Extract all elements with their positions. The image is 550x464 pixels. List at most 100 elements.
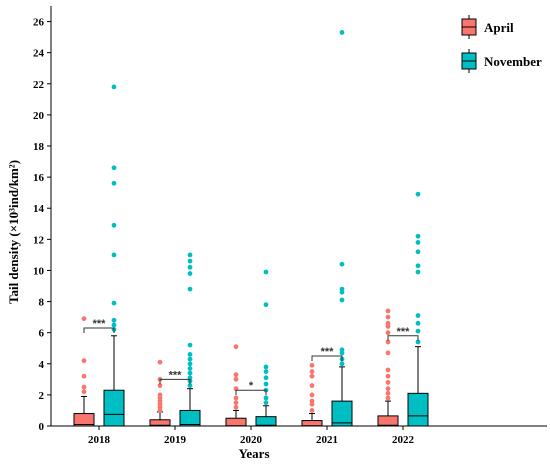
outlier-point bbox=[111, 222, 117, 228]
outlier-point bbox=[111, 317, 117, 323]
outlier-point bbox=[415, 339, 421, 345]
outlier-point bbox=[415, 249, 421, 255]
significance-bracket bbox=[235, 389, 267, 396]
box-body bbox=[103, 389, 125, 427]
box-body bbox=[73, 413, 95, 427]
significance-bracket bbox=[311, 355, 343, 361]
outlier-point bbox=[187, 264, 193, 270]
outlier-point bbox=[385, 367, 391, 373]
outlier-point bbox=[339, 361, 345, 367]
outlier-point bbox=[187, 383, 193, 388]
outlier-point bbox=[81, 384, 87, 390]
outlier-point bbox=[415, 269, 421, 275]
outlier-point bbox=[385, 390, 391, 396]
legend: April November bbox=[461, 15, 542, 73]
legend-item-november: November bbox=[461, 49, 542, 73]
x-tick-label: 2021 bbox=[316, 434, 338, 446]
box-body bbox=[225, 417, 247, 427]
significance-2020: * bbox=[235, 380, 267, 396]
outlier-point bbox=[263, 375, 269, 381]
outlier-point bbox=[187, 286, 193, 292]
outlier-point bbox=[339, 297, 345, 303]
y-tick-label: 12 bbox=[33, 234, 45, 246]
significance-2019: *** bbox=[159, 369, 191, 385]
significance-2018: *** bbox=[83, 318, 115, 333]
outlier-point bbox=[263, 302, 269, 308]
outlier-point bbox=[339, 261, 345, 267]
x-axis-title: Years bbox=[238, 446, 269, 461]
outlier-point bbox=[415, 328, 421, 334]
legend-label-november: November bbox=[484, 54, 542, 69]
y-tick-label: 16 bbox=[33, 172, 45, 184]
y-axis-title: Tail density (×10³ind/km²) bbox=[6, 160, 21, 304]
outlier-point bbox=[415, 313, 421, 318]
significance-bracket bbox=[159, 378, 191, 385]
outlier-point bbox=[233, 372, 239, 378]
outlier-point bbox=[263, 364, 269, 370]
legend-label-april: April bbox=[484, 20, 514, 35]
y-tick-label: 18 bbox=[33, 141, 45, 153]
box-november-2018 bbox=[103, 84, 125, 427]
y-tick-label: 4 bbox=[39, 359, 45, 371]
outlier-point bbox=[187, 370, 193, 376]
box-november-2020 bbox=[255, 269, 277, 427]
outlier-point bbox=[385, 330, 391, 336]
significance-2022: *** bbox=[387, 326, 419, 341]
outlier-point bbox=[385, 320, 391, 326]
outlier-point bbox=[111, 165, 117, 171]
outlier-point bbox=[187, 342, 193, 348]
box-body bbox=[301, 420, 323, 427]
box-april-2020 bbox=[225, 344, 247, 427]
outlier-point bbox=[187, 258, 193, 264]
outlier-point bbox=[263, 400, 269, 406]
outlier-point bbox=[309, 373, 315, 379]
x-tick-label: 2020 bbox=[240, 434, 263, 446]
outlier-point bbox=[81, 389, 87, 395]
box-november-2021 bbox=[331, 30, 353, 427]
significance-bracket bbox=[387, 335, 419, 341]
outlier-point bbox=[187, 271, 193, 276]
outlier-point bbox=[415, 263, 421, 269]
significance-bracket bbox=[83, 327, 115, 333]
outlier-point bbox=[187, 252, 193, 258]
outlier-point bbox=[233, 400, 239, 406]
outlier-point bbox=[111, 180, 117, 186]
y-tick-label: 10 bbox=[33, 265, 45, 277]
outlier-point bbox=[415, 191, 421, 197]
outlier-point bbox=[309, 392, 315, 398]
box-body bbox=[407, 392, 429, 427]
significance-label: *** bbox=[321, 346, 335, 358]
outlier-point bbox=[187, 356, 193, 362]
significance-label: *** bbox=[93, 318, 107, 330]
outlier-point bbox=[263, 381, 269, 387]
outlier-point bbox=[415, 233, 421, 239]
outlier-point bbox=[81, 373, 87, 379]
outlier-point bbox=[339, 286, 345, 292]
box-body bbox=[331, 400, 353, 427]
y-tick-label: 6 bbox=[39, 328, 45, 340]
outlier-point bbox=[309, 398, 315, 404]
outlier-point bbox=[233, 395, 239, 401]
significance-label: * bbox=[249, 380, 254, 392]
outlier-point bbox=[233, 376, 239, 382]
outlier-point bbox=[385, 308, 391, 314]
box-body bbox=[377, 415, 399, 427]
x-axis-ticks: 2018 2019 2020 2021 2022 bbox=[88, 426, 415, 446]
outlier-point bbox=[187, 352, 193, 357]
y-tick-label: 24 bbox=[33, 48, 45, 60]
box-body bbox=[255, 416, 277, 427]
x-tick-label: 2019 bbox=[164, 434, 187, 446]
outlier-point bbox=[339, 347, 345, 353]
significance-label: *** bbox=[169, 369, 183, 381]
significance-label: *** bbox=[397, 326, 411, 338]
outlier-point bbox=[233, 344, 239, 350]
box-november-2022 bbox=[407, 191, 429, 427]
outlier-point bbox=[415, 240, 421, 245]
y-tick-label: 2 bbox=[39, 390, 45, 402]
outlier-point bbox=[385, 339, 391, 345]
outlier-point bbox=[263, 269, 269, 275]
outlier-point bbox=[187, 361, 193, 367]
outlier-point bbox=[187, 366, 193, 371]
